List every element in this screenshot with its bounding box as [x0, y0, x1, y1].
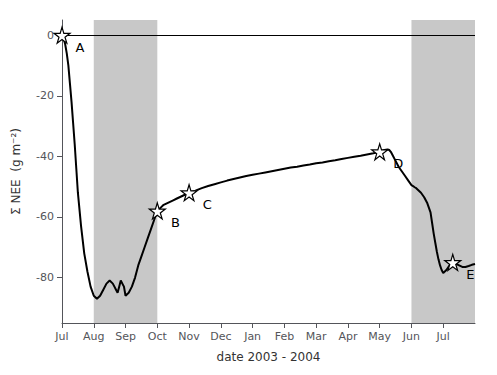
svg-text:E: E: [466, 267, 474, 282]
svg-text:Apr: Apr: [338, 330, 358, 343]
svg-text:Aug: Aug: [83, 330, 104, 343]
svg-text:date 2003 - 2004: date 2003 - 2004: [217, 350, 321, 364]
svg-text:Dec: Dec: [210, 330, 231, 343]
svg-text:Nov: Nov: [178, 330, 200, 343]
svg-text:-60: -60: [36, 210, 54, 223]
svg-text:B: B: [171, 215, 180, 230]
svg-text:-20: -20: [36, 89, 54, 102]
svg-text:Jun: Jun: [402, 330, 420, 343]
svg-text:Jan: Jan: [243, 330, 261, 343]
svg-text:Jul: Jul: [54, 330, 68, 343]
svg-text:Feb: Feb: [275, 330, 294, 343]
svg-text:A: A: [76, 40, 85, 55]
svg-text:May: May: [368, 330, 391, 343]
svg-text:-80: -80: [36, 271, 54, 284]
svg-text:Sep: Sep: [115, 330, 136, 343]
svg-text:D: D: [393, 156, 403, 171]
svg-text:Mar: Mar: [306, 330, 327, 343]
svg-text:-40: -40: [36, 150, 54, 163]
svg-text:Jul: Jul: [436, 330, 450, 343]
svg-text:C: C: [203, 197, 212, 212]
svg-text:Σ NEE (g m⁻²): Σ NEE (g m⁻²): [9, 128, 23, 215]
svg-text:Oct: Oct: [148, 330, 168, 343]
svg-text:0: 0: [47, 29, 54, 42]
